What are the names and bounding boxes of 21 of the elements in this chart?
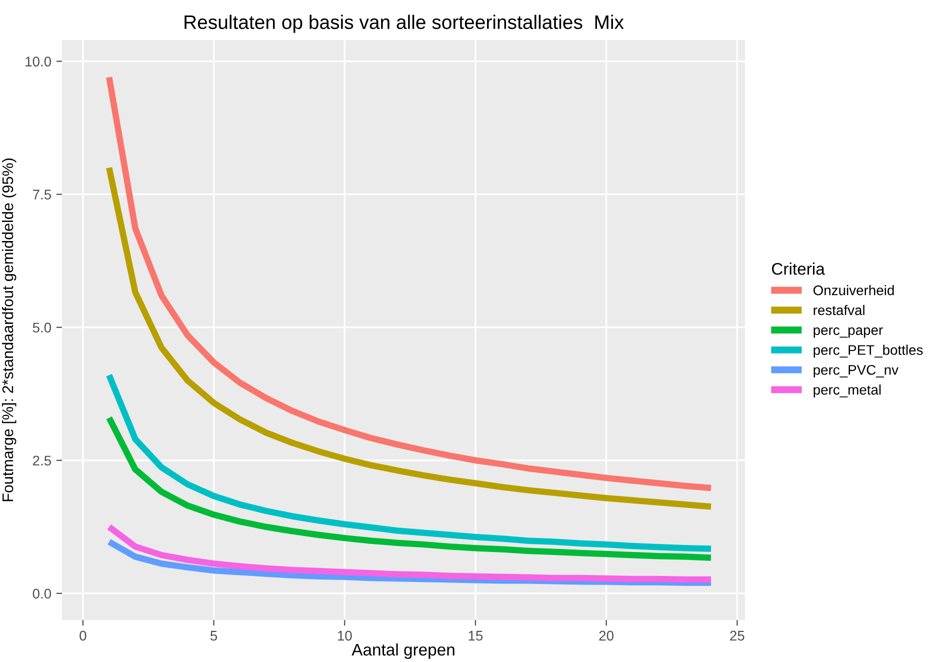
y-tick-label: 2.5 — [32, 456, 52, 466]
x-tick-label: 25 — [730, 630, 744, 641]
x-tick-label: 0 — [80, 630, 86, 641]
y-tick-label: 0.0 — [32, 588, 52, 599]
x-axis-title: Aantal grepen — [352, 643, 454, 659]
legend-title: Criteria — [772, 262, 825, 275]
x-tick-label: 10 — [338, 630, 352, 641]
x-tick-label: 15 — [468, 630, 483, 641]
legend-label: restafval — [814, 304, 864, 316]
x-tick-label: 20 — [599, 630, 614, 641]
legend-label: perc_metal — [814, 384, 881, 398]
legend-label: perc_paper — [814, 327, 883, 338]
legend-label: perc_PET_bottles — [814, 344, 923, 358]
y-tick-label: 7.5 — [32, 190, 52, 200]
y-tick-label: 10.0 — [26, 56, 52, 66]
legend-label: perc_PVC_nv — [814, 364, 898, 378]
x-tick-label: 5 — [210, 630, 218, 641]
y-axis-title: Foutmarge [%]: 2*standaardfout gemiddelde (95%) — [2, 158, 16, 502]
legend-label: Onzuiverheid — [813, 285, 894, 296]
y-tick-label: 5.0 — [32, 322, 52, 333]
chart-title: Resultaten op basis van alle sorteerinstallaties Mix — [184, 14, 624, 33]
